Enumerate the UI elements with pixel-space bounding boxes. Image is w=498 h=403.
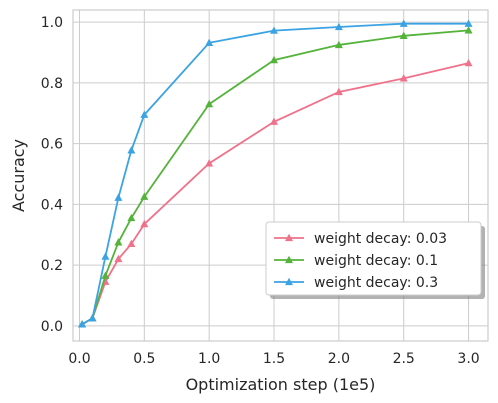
legend-swatch-marker — [285, 277, 293, 286]
y-tick-label: 0.6 — [41, 137, 63, 153]
data-point — [88, 314, 97, 322]
legend-box — [265, 221, 482, 296]
legend-swatch-marker — [285, 255, 293, 264]
data-point — [140, 219, 149, 228]
data-point — [78, 320, 87, 328]
legend-entry: weight decay: 0.03 — [274, 231, 447, 247]
x-tick-label: 3.0 — [457, 351, 479, 367]
series-3 — [78, 19, 473, 328]
data-point — [399, 74, 408, 82]
legend-entry: weight decay: 0.1 — [274, 253, 438, 269]
data-point — [114, 238, 123, 246]
data-point — [270, 55, 279, 64]
y-tick-label: 0.8 — [41, 76, 63, 92]
y-tick-label: 0.2 — [41, 258, 63, 274]
data-point — [464, 19, 473, 27]
y-tick-label: 1.0 — [41, 15, 63, 31]
series-lines — [78, 19, 473, 328]
data-point — [140, 192, 149, 200]
data-point — [127, 213, 136, 222]
data-point — [140, 110, 149, 118]
data-point — [334, 87, 343, 96]
data-point — [101, 271, 110, 279]
legend-swatch-marker — [285, 233, 293, 242]
x-tick-label: 2.0 — [328, 351, 350, 367]
y-axis-ticks: 0.0 0.2 0.4 0.6 0.8 1.0 — [41, 15, 63, 335]
data-point — [464, 58, 473, 67]
data-point — [270, 117, 279, 125]
legend-items: weight decay: 0.03 weight decay: 0.1 weigh… — [274, 231, 447, 291]
data-point — [399, 31, 408, 39]
x-tick-label: 1.0 — [198, 351, 220, 367]
y-tick-label: 0.4 — [41, 197, 63, 213]
data-point — [399, 19, 408, 27]
plot-frame — [72, 9, 489, 342]
data-point — [114, 254, 123, 263]
data-point — [101, 252, 110, 260]
x-tick-label: 1.5 — [263, 351, 285, 367]
data-point — [127, 239, 136, 247]
data-point — [270, 26, 279, 34]
data-point — [334, 22, 343, 31]
y-axis-label: Accuracy — [9, 139, 28, 212]
legend-label: weight decay: 0.3 — [314, 275, 438, 291]
x-tick-label: 2.5 — [393, 351, 415, 367]
data-point — [114, 193, 123, 201]
legend: weight decay: 0.03 weight decay: 0.1 weigh… — [265, 221, 485, 299]
legend-label: weight decay: 0.1 — [314, 253, 438, 269]
x-tick-label: 0.0 — [68, 351, 90, 367]
x-axis-ticks: 0.0 0.5 1.0 1.5 2.0 2.5 3.0 — [68, 351, 479, 367]
legend-label: weight decay: 0.03 — [314, 231, 447, 247]
data-point — [205, 38, 214, 46]
data-point — [205, 159, 214, 167]
x-tick-label: 0.5 — [133, 351, 155, 367]
data-point — [464, 26, 473, 34]
data-point — [205, 99, 214, 108]
legend-entry: weight decay: 0.3 — [274, 275, 438, 291]
data-point — [334, 40, 343, 49]
y-tick-label: 0.0 — [41, 319, 63, 335]
x-axis-label: Optimization step (1e5) — [186, 375, 376, 394]
gridlines — [73, 10, 488, 341]
data-point — [127, 146, 136, 154]
